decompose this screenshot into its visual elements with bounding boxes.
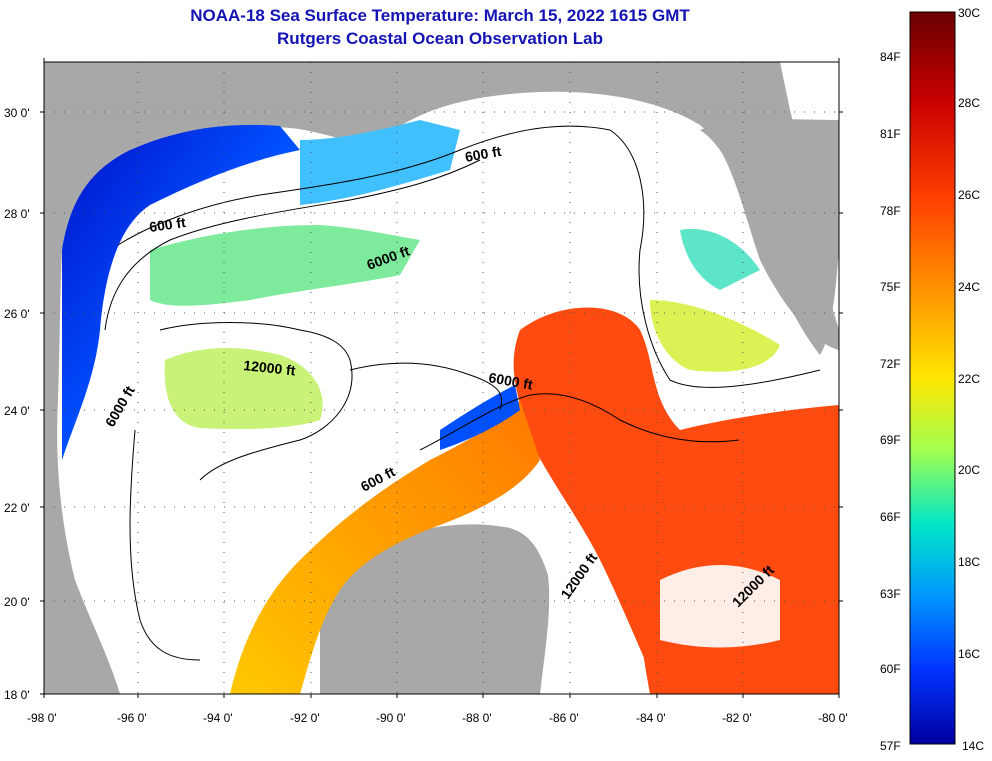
colorbar-fahrenheit-labels: 84F 81F 78F 75F 72F 69F 66F 63F 60F 57F: [880, 50, 901, 753]
lon-label: -96 0': [117, 711, 147, 725]
mid-sst-patch: [150, 225, 420, 306]
axis-ticks: [40, 58, 843, 698]
colorbar-label-c: 18C: [958, 555, 980, 569]
cold-sst-band: [62, 124, 300, 461]
colorbar-label-f: 84F: [880, 50, 901, 64]
contour-label-600ft: 600 ft: [464, 143, 503, 165]
colorbar-label-f: 63F: [880, 587, 901, 601]
mid-sst-patch-4: [680, 229, 760, 290]
lat-label: 30 0': [4, 106, 30, 120]
map-subtitle: Rutgers Coastal Ocean Observation Lab: [277, 29, 603, 48]
colorbar-label-c: 14C: [962, 739, 984, 753]
colorbar-label-c: 20C: [958, 463, 980, 477]
lon-label: -86 0': [549, 711, 579, 725]
lat-label: 20 0': [4, 595, 30, 609]
latitude-labels: 30 0' 28 0' 26 0' 24 0' 22 0' 20 0' 18 0…: [4, 106, 30, 702]
lat-label: 22 0': [4, 501, 30, 515]
lon-label: -84 0': [636, 711, 666, 725]
mid-sst-patch-3: [650, 300, 780, 372]
colorbar-label-f: 81F: [880, 127, 901, 141]
colorbar-label-c: 30C: [958, 6, 980, 20]
lon-label: -82 0': [722, 711, 752, 725]
colorbar-label-c: 26C: [958, 188, 980, 202]
longitude-labels: -98 0' -96 0' -94 0' -92 0' -90 0' -88 0…: [27, 711, 848, 725]
lon-label: -88 0': [462, 711, 492, 725]
colorbar-label-f: 57F: [880, 739, 901, 753]
colorbar-label-c: 24C: [958, 280, 980, 294]
florida-land: [700, 119, 839, 355]
colorbar-label-c: 28C: [958, 96, 980, 110]
colorbar: [909, 11, 956, 745]
colorbar-label-f: 60F: [880, 662, 901, 676]
contour-label-600ft: 600 ft: [148, 214, 187, 235]
cloud-patch: [325, 294, 473, 381]
contour-label-12000ft: 12000 ft: [243, 357, 297, 378]
colorbar-label-f: 75F: [880, 280, 901, 294]
lat-label: 18 0': [4, 688, 30, 702]
lon-label: -90 0': [376, 711, 406, 725]
lon-label: -80 0': [818, 711, 848, 725]
colorbar-celsius-labels: 30C 28C 26C 24C 22C 20C 18C 16C 14C: [958, 6, 984, 753]
lon-label: -94 0': [203, 711, 233, 725]
colorbar-label-c: 16C: [958, 647, 980, 661]
lat-label: 24 0': [4, 404, 30, 418]
colorbar-label-c: 22C: [958, 372, 980, 386]
lat-label: 28 0': [4, 207, 30, 221]
map-title: NOAA-18 Sea Surface Temperature: March 1…: [190, 6, 690, 25]
map-frame: [43, 61, 840, 695]
yucatan-channel-cloud: [560, 545, 610, 655]
colorbar-label-f: 69F: [880, 433, 901, 447]
lat-label: 26 0': [4, 307, 30, 321]
caribbean-cloud: [660, 565, 780, 648]
bathymetry-contours: [104, 125, 821, 661]
shelf-sst-patch: [300, 120, 460, 205]
colorbar-label-f: 72F: [880, 357, 901, 371]
contour-label-6000ft: 6000 ft: [487, 369, 534, 393]
colorbar-label-f: 66F: [880, 510, 901, 524]
yucatan-land: [320, 524, 550, 694]
warm-sst-western: [230, 400, 540, 694]
lon-label: -98 0': [27, 711, 57, 725]
lon-label: -92 0': [290, 711, 320, 725]
mid-sst-patch-2: [164, 348, 323, 430]
colorbar-label-f: 78F: [880, 204, 901, 218]
